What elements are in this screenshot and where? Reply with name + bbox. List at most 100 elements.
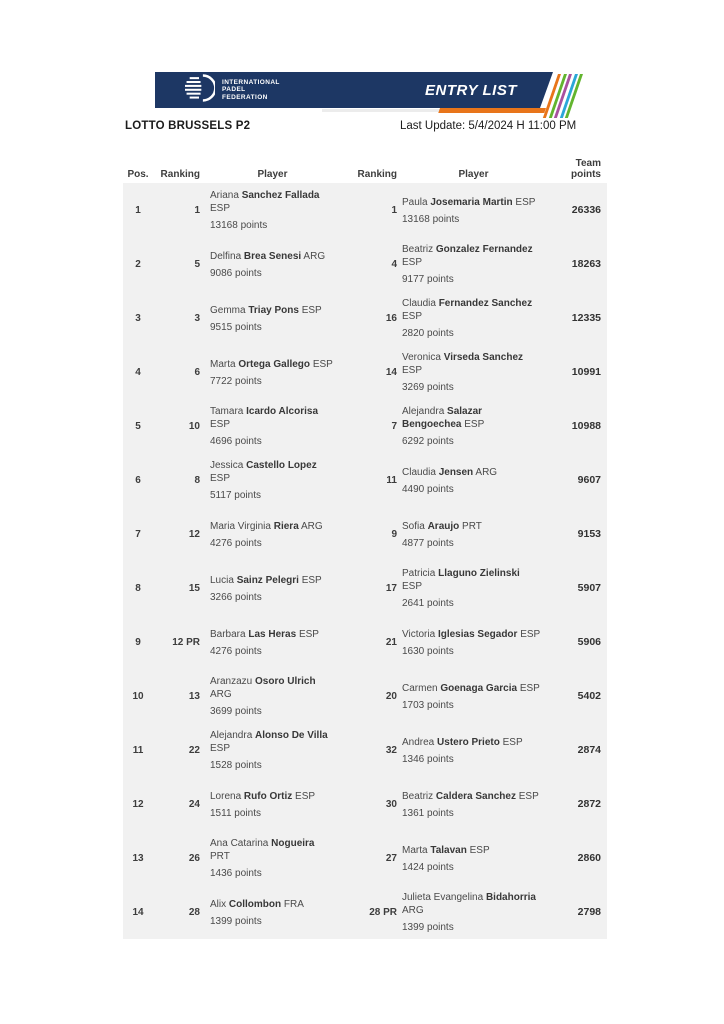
player-first-name: Claudia (402, 298, 436, 309)
table-row: 1 1 Ariana Sanchez Fallada ESP 13168 poi… (123, 183, 607, 237)
player-country: ESP (402, 365, 423, 376)
team-points-cell: 5402 (577, 690, 601, 702)
team-points-cell: 5906 (577, 636, 601, 648)
table-row: 7 12 Maria Virginia Riera ARG 4276 point… (123, 507, 607, 561)
player-country: ESP (502, 736, 523, 748)
entry-table-body: 1 1 Ariana Sanchez Fallada ESP 13168 poi… (123, 183, 607, 939)
player-last-name: Riera (273, 520, 299, 532)
header-ranking1: Ranking (160, 169, 200, 180)
player-last-name: Alonso De Villa (255, 730, 328, 741)
team-points-cell: 10988 (571, 420, 601, 432)
player-name: Ana Catarina Nogueira PRT (210, 837, 337, 863)
player-name: Alix Collombon FRA (210, 898, 337, 911)
player-cell-left: Ariana Sanchez Fallada ESP 13168 points (200, 183, 345, 237)
header-player2: Player (458, 169, 489, 180)
player-points: 9515 points (210, 321, 262, 333)
player-points: 2641 points (402, 598, 454, 609)
position-cell: 9 (135, 636, 141, 648)
player-country: ARG (402, 905, 424, 916)
player-points: 3266 points (210, 591, 262, 603)
team-points-cell: 2798 (577, 906, 601, 918)
last-update-timestamp: Last Update: 5/4/2024 H 11:00 PM (400, 120, 577, 132)
logo-line-2: PADEL (222, 86, 246, 94)
player-last-name: Araujo (427, 520, 460, 532)
federation-logo: INTERNATIONAL PADEL FEDERATION (183, 74, 280, 107)
ranking-cell-right: 17 (385, 582, 397, 594)
player-last-name: Fernandez Sanchez (438, 298, 533, 309)
player-cell-left: Barbara Las Heras ESP 4276 points (200, 615, 345, 669)
player-last-name: Gonzalez Fernandez (435, 244, 533, 255)
player-name: Paula Josemaria Martin ESP (402, 196, 542, 209)
player-cell-right: Veronica Virseda Sanchez ESP 3269 points (397, 345, 550, 399)
player-cell-left: Lucia Sainz Pelegri ESP 3266 points (200, 561, 345, 615)
ranking-cell-right: 20 (385, 690, 397, 702)
logo-line-3: FEDERATION (222, 93, 268, 101)
player-country: ESP (298, 628, 319, 640)
player-country: PRT (462, 520, 482, 532)
player-country: ESP (210, 203, 231, 214)
player-last-name: Las Heras (248, 628, 297, 640)
player-last-name: Goenaga Garcia (440, 682, 518, 694)
player-name: Beatriz Gonzalez Fernandez ESP (402, 243, 542, 269)
team-points-cell: 10991 (571, 366, 601, 378)
player-first-name: Ariana (210, 190, 239, 201)
position-cell: 1 (135, 204, 141, 216)
player-country: ESP (210, 743, 231, 754)
player-first-name: Alix (210, 898, 227, 910)
position-cell: 4 (135, 366, 141, 378)
player-last-name: Ortega Gallego (238, 358, 311, 370)
player-name: Delfina Brea Senesi ARG (210, 250, 337, 263)
player-points: 9177 points (402, 274, 454, 285)
player-last-name: Nogueira (271, 838, 315, 849)
player-name: Marta Talavan ESP (402, 844, 542, 857)
player-name: Aranzazu Osoro Ulrich ARG (210, 675, 337, 701)
player-cell-left: Alejandra Alonso De Villa ESP 1528 point… (200, 723, 345, 777)
player-first-name: Maria Virginia (210, 520, 271, 532)
position-cell: 2 (135, 258, 141, 270)
player-cell-right: Alejandra Salazar Bengoechea ESP 6292 po… (397, 399, 550, 453)
player-first-name: Paula (402, 196, 428, 208)
player-last-name: Icardo Alcorisa (246, 406, 319, 417)
team-points-cell: 12335 (571, 312, 601, 324)
player-points: 1424 points (402, 861, 454, 873)
entry-list-title: ENTRY LIST (425, 81, 517, 99)
position-cell: 13 (132, 852, 144, 864)
team-points-cell: 9153 (577, 528, 601, 540)
player-country: ESP (402, 311, 423, 322)
player-cell-left: Ana Catarina Nogueira PRT 1436 points (200, 831, 345, 885)
player-name: Alejandra Salazar Bengoechea ESP (402, 405, 542, 431)
player-first-name: Lorena (210, 790, 242, 802)
player-points: 13168 points (402, 213, 460, 225)
ranking-cell-left: 24 (188, 798, 200, 810)
ranking-cell-right: 11 (386, 474, 397, 486)
team-points-cell: 18263 (571, 258, 601, 270)
ranking-cell-left: 8 (194, 474, 200, 486)
ranking-cell-left: 15 (188, 582, 200, 594)
player-first-name: Aranzazu (210, 676, 253, 687)
ranking-cell-left: 12 (188, 528, 200, 540)
ranking-cell-left: 10 (188, 420, 200, 432)
player-country: ESP (515, 196, 536, 208)
player-points: 1399 points (402, 922, 454, 933)
padel-ball-icon (183, 74, 215, 107)
table-row: 5 10 Tamara Icardo Alcorisa ESP 4696 poi… (123, 399, 607, 453)
player-country: ESP (402, 581, 423, 592)
player-points: 4276 points (210, 537, 262, 549)
player-points: 6292 points (402, 436, 454, 447)
table-row: 3 3 Gemma Triay Pons ESP 9515 points 16 … (123, 291, 607, 345)
player-cell-right: Claudia Fernandez Sanchez ESP 2820 point… (397, 291, 550, 345)
entry-list-banner: INTERNATIONAL PADEL FEDERATION ENTRY LIS… (155, 72, 595, 122)
position-cell: 14 (132, 906, 144, 918)
player-first-name: Marta (210, 358, 236, 370)
player-cell-right: Julieta Evangelina Bidahorria ARG 1399 p… (397, 885, 550, 939)
team-points-cell: 2872 (577, 798, 601, 810)
team-points-cell: 26336 (571, 204, 601, 216)
position-cell: 12 (132, 798, 144, 810)
team-points-cell: 2860 (577, 852, 601, 864)
player-cell-right: Beatriz Gonzalez Fernandez ESP 9177 poin… (397, 237, 550, 291)
ranking-cell-left: 1 (194, 204, 200, 216)
logo-line-1: INTERNATIONAL (222, 78, 280, 86)
player-cell-right: Sofia Araujo PRT 4877 points (397, 507, 550, 561)
player-points: 1703 points (402, 699, 454, 711)
player-country: ESP (464, 419, 485, 430)
